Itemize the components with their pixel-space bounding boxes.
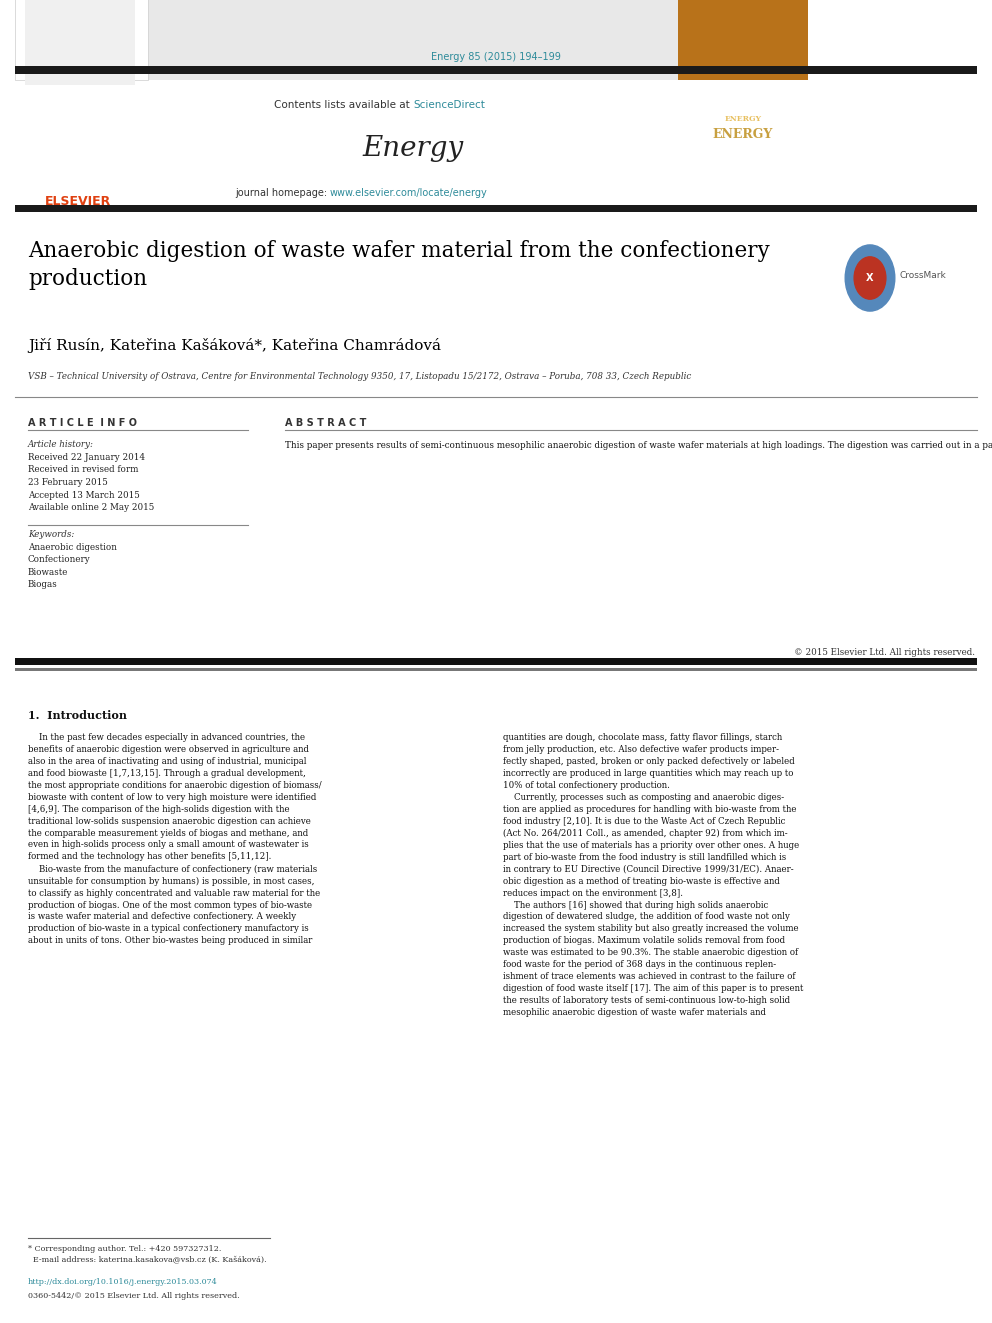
Text: Accepted 13 March 2015: Accepted 13 March 2015 xyxy=(28,491,140,500)
Text: Biowaste: Biowaste xyxy=(28,568,68,577)
Text: Anaerobic digestion: Anaerobic digestion xyxy=(28,542,117,552)
Text: A R T I C L E  I N F O: A R T I C L E I N F O xyxy=(28,418,137,429)
Text: www.elsevier.com/locate/energy: www.elsevier.com/locate/energy xyxy=(330,188,488,198)
Text: X: X xyxy=(866,273,874,283)
Text: Received in revised form: Received in revised form xyxy=(28,466,139,475)
Text: http://dx.doi.org/10.1016/j.energy.2015.03.074: http://dx.doi.org/10.1016/j.energy.2015.… xyxy=(28,1278,218,1286)
Bar xyxy=(678,0,808,79)
Text: ELSEVIER: ELSEVIER xyxy=(45,194,111,208)
Text: Available online 2 May 2015: Available online 2 May 2015 xyxy=(28,503,154,512)
Text: Jiří Rusín, Kateřina Kašáková*, Kateřina Chamrádová: Jiří Rusín, Kateřina Kašáková*, Kateřina… xyxy=(28,337,441,353)
Text: 0360-5442/© 2015 Elsevier Ltd. All rights reserved.: 0360-5442/© 2015 Elsevier Ltd. All right… xyxy=(28,1293,240,1301)
Text: Energy 85 (2015) 194–199: Energy 85 (2015) 194–199 xyxy=(432,52,560,62)
Text: A B S T R A C T: A B S T R A C T xyxy=(285,418,366,429)
Text: Energy: Energy xyxy=(362,135,463,161)
Bar xyxy=(15,66,977,74)
Text: Contents lists available at: Contents lists available at xyxy=(274,101,413,110)
Text: In the past few decades especially in advanced countries, the
benefits of anaero: In the past few decades especially in ad… xyxy=(28,733,321,946)
Bar xyxy=(25,0,135,85)
Bar xyxy=(15,0,148,79)
Text: quantities are dough, chocolate mass, fatty flavor fillings, starch
from jelly p: quantities are dough, chocolate mass, fa… xyxy=(503,733,804,1017)
Text: This paper presents results of semi-continuous mesophilic anaerobic digestion of: This paper presents results of semi-cont… xyxy=(285,441,992,450)
Text: ENERGY: ENERGY xyxy=(713,128,773,142)
Text: journal homepage:: journal homepage: xyxy=(235,188,330,198)
Text: 23 February 2015: 23 February 2015 xyxy=(28,478,108,487)
Text: Article history:: Article history: xyxy=(28,441,94,448)
Bar xyxy=(148,0,678,79)
Bar xyxy=(15,668,977,671)
Text: Keywords:: Keywords: xyxy=(28,531,74,538)
Text: * Corresponding author. Tel.: +420 597327312.
  E-mail address: katerina.kasakov: * Corresponding author. Tel.: +420 59732… xyxy=(28,1245,267,1263)
Text: Anaerobic digestion of waste wafer material from the confectionery
production: Anaerobic digestion of waste wafer mater… xyxy=(28,239,770,290)
Text: ScienceDirect: ScienceDirect xyxy=(413,101,485,110)
Text: 1.  Introduction: 1. Introduction xyxy=(28,710,127,721)
Text: ENERGY: ENERGY xyxy=(724,115,762,123)
Text: CrossMark: CrossMark xyxy=(900,270,946,279)
Text: Received 22 January 2014: Received 22 January 2014 xyxy=(28,452,145,462)
Text: Confectionery: Confectionery xyxy=(28,556,90,565)
Text: VSB – Technical University of Ostrava, Centre for Environmental Technology 9350,: VSB – Technical University of Ostrava, C… xyxy=(28,372,691,381)
Text: Biogas: Biogas xyxy=(28,581,58,590)
Text: © 2015 Elsevier Ltd. All rights reserved.: © 2015 Elsevier Ltd. All rights reserved… xyxy=(794,648,975,658)
Bar xyxy=(15,659,977,665)
Circle shape xyxy=(854,257,886,299)
Bar xyxy=(15,205,977,212)
Circle shape xyxy=(845,245,895,311)
